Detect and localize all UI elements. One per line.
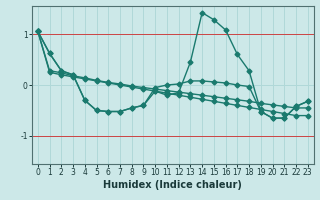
- X-axis label: Humidex (Indice chaleur): Humidex (Indice chaleur): [103, 180, 242, 190]
